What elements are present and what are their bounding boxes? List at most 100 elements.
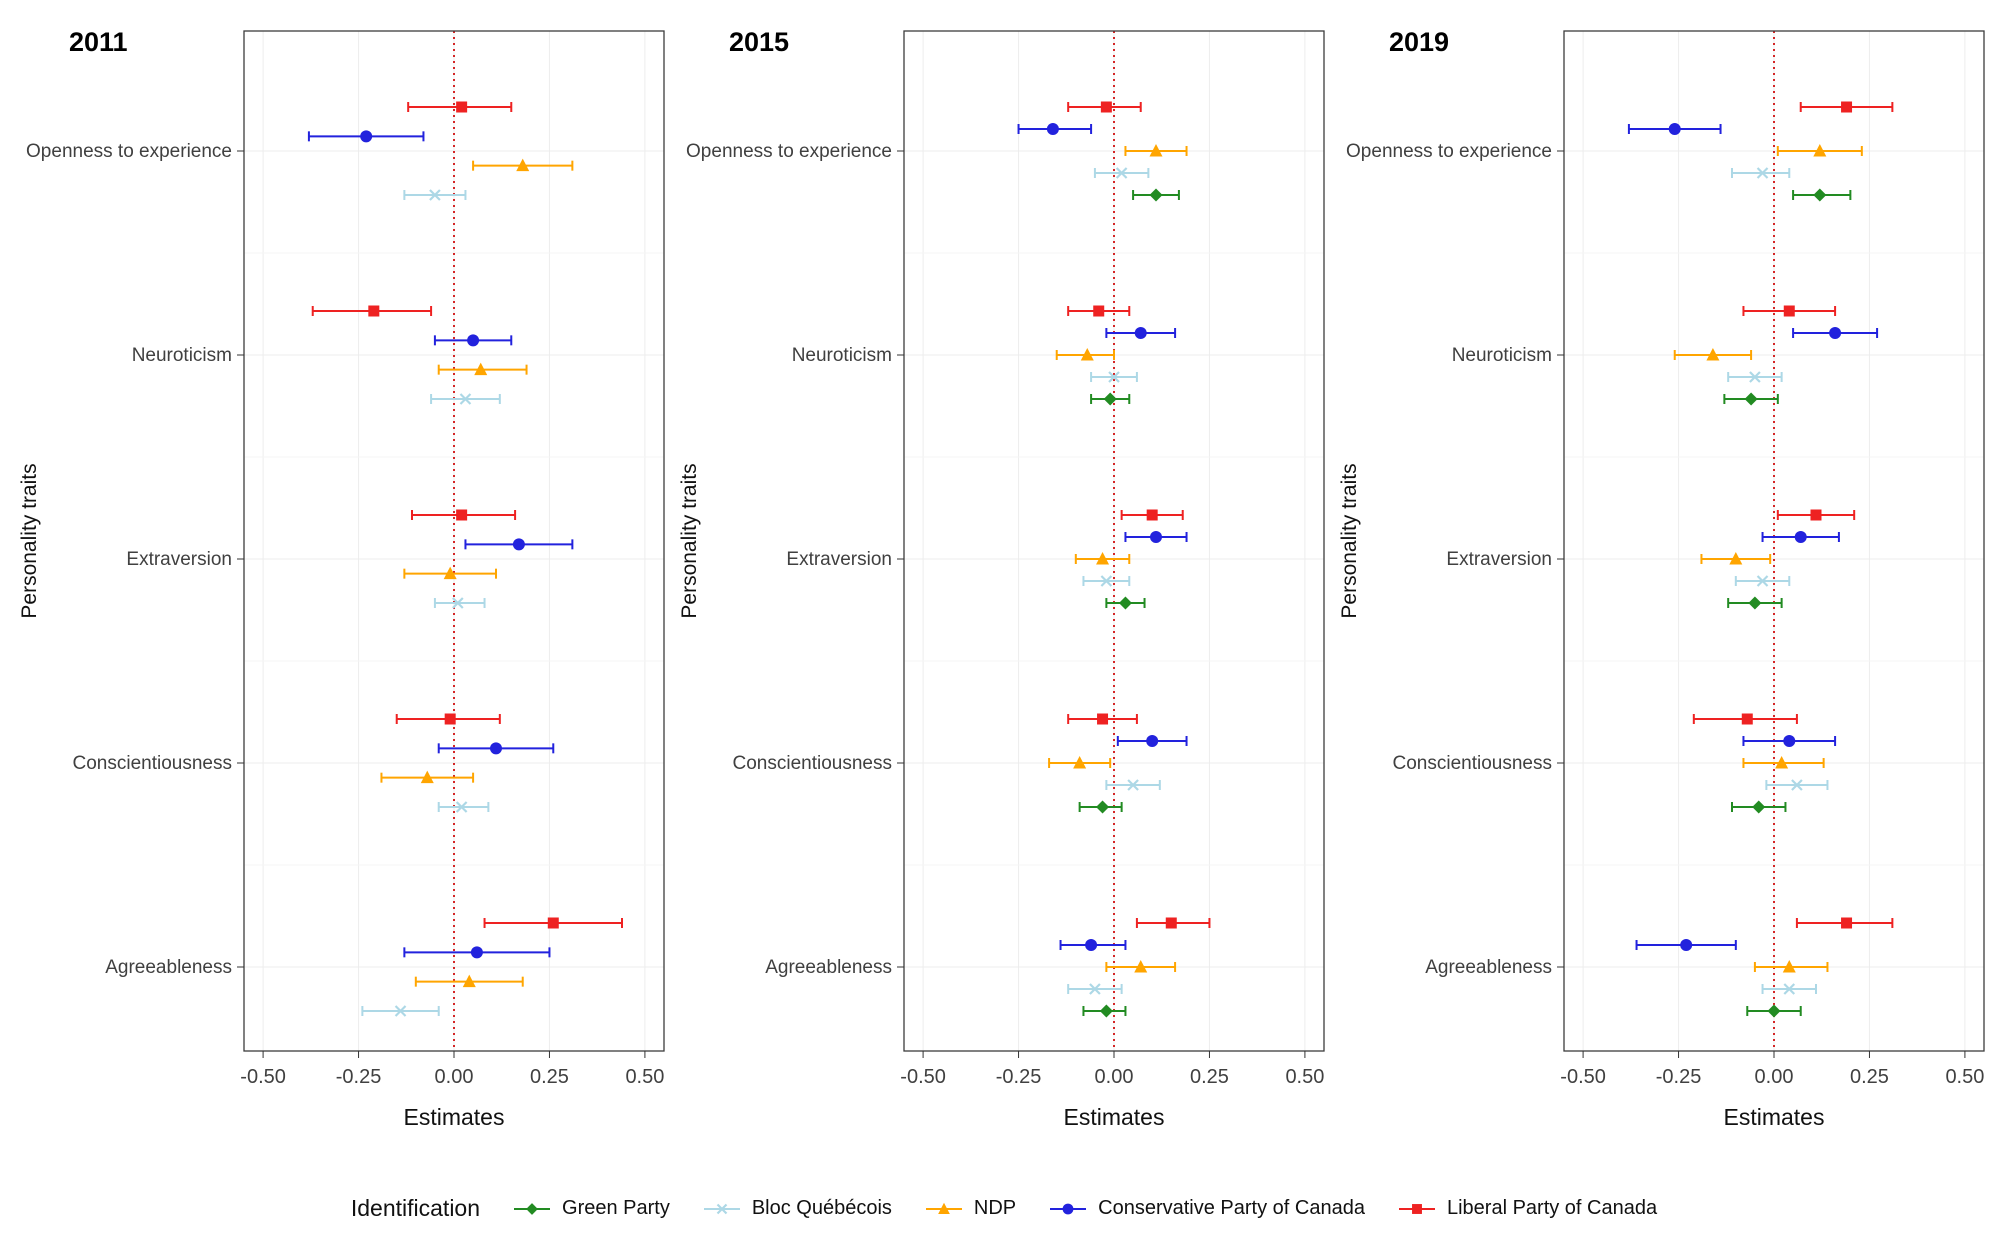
diamond-marker-icon bbox=[1103, 392, 1117, 406]
pointrange bbox=[403, 189, 467, 201]
y-tick-label: Conscientiousness bbox=[1393, 753, 1552, 774]
plot-2011: -0.50 -0.25 0.00 0.25 0.50 Openness to experi… bbox=[18, 27, 665, 1130]
legend-entry: NDP bbox=[922, 1197, 1016, 1220]
legend-entry-label: Bloc Québécois bbox=[751, 1197, 892, 1219]
legend-key-icon bbox=[1050, 1203, 1087, 1214]
pointrange bbox=[1067, 305, 1131, 317]
x-tick-label: -0.50 bbox=[240, 1066, 286, 1088]
pointrange bbox=[1105, 327, 1177, 339]
pointrange bbox=[403, 946, 551, 959]
triangle-marker-icon bbox=[1134, 960, 1148, 973]
square-marker-icon bbox=[1810, 509, 1822, 521]
legend-key-icon bbox=[925, 1202, 962, 1214]
y-tick-label: Conscientiousness bbox=[733, 753, 892, 774]
pointrange bbox=[437, 801, 490, 813]
diamond-marker-icon bbox=[1767, 1004, 1781, 1018]
legend-entry-label: Green Party bbox=[562, 1197, 670, 1219]
x-marker-icon bbox=[459, 393, 472, 405]
legend-key-icon bbox=[1398, 1203, 1435, 1214]
x-marker-icon bbox=[1108, 371, 1120, 383]
pointrange bbox=[414, 974, 524, 988]
pointrange bbox=[380, 770, 475, 784]
triangle-marker-icon bbox=[1149, 144, 1163, 157]
square-marker-icon bbox=[1165, 917, 1177, 929]
square-marker-icon bbox=[1097, 713, 1109, 725]
plot-2019: -0.50 -0.25 0.00 0.25 0.50 Openness to experi… bbox=[1338, 27, 1985, 1130]
x-marker-icon bbox=[1783, 983, 1796, 995]
x-tick-label: 0.00 bbox=[1095, 1066, 1134, 1088]
triangle-marker-icon bbox=[516, 158, 530, 172]
x-marker-icon bbox=[1089, 983, 1101, 995]
pointrange bbox=[1059, 939, 1127, 951]
square-marker-icon bbox=[368, 305, 380, 317]
x-marker-icon bbox=[1756, 575, 1769, 587]
pointrange bbox=[437, 362, 528, 376]
circle-marker-icon bbox=[1783, 735, 1796, 747]
x-tick-label: 0.25 bbox=[1850, 1066, 1889, 1088]
y-tick-label: Openness to experience bbox=[26, 141, 232, 162]
pointrange bbox=[1090, 371, 1138, 383]
x-tick-label: -0.25 bbox=[996, 1066, 1042, 1088]
legend-entry: Liberal Party of Canada bbox=[1395, 1197, 1657, 1220]
x-tick-label: 0.50 bbox=[1285, 1066, 1324, 1088]
pointrange bbox=[1742, 735, 1837, 747]
legend-entry-label: NDP bbox=[973, 1197, 1017, 1219]
legend-key-icon bbox=[703, 1203, 740, 1214]
legend-entries: Green Party Bloc Québécois NDP Conservative… bbox=[510, 1197, 1657, 1220]
circle-marker-icon bbox=[1134, 327, 1147, 339]
square-marker-icon bbox=[1841, 917, 1853, 929]
pointrange bbox=[1727, 371, 1783, 383]
pointrange bbox=[1627, 123, 1722, 135]
pointrange bbox=[1792, 188, 1852, 202]
triangle-marker-icon bbox=[1080, 348, 1094, 361]
y-tick-label: Conscientiousness bbox=[73, 753, 232, 774]
triangle-marker-icon bbox=[420, 770, 434, 784]
pointrange bbox=[483, 917, 623, 929]
y-tick-label: Neuroticism bbox=[132, 345, 232, 366]
x-tick-label: 0.25 bbox=[530, 1066, 569, 1088]
pointrange bbox=[395, 713, 501, 725]
pointrange bbox=[1048, 756, 1112, 769]
pointrange bbox=[1120, 509, 1184, 521]
x-tick-label: 0.50 bbox=[625, 1066, 664, 1088]
legend: Identification Green Party Bloc Québécois… bbox=[14, 1195, 1994, 1222]
legend-key-icon bbox=[514, 1202, 551, 1215]
diamond-marker-icon bbox=[1096, 800, 1110, 814]
square-marker-icon bbox=[1741, 713, 1753, 725]
legend-title: Identification bbox=[350, 1195, 481, 1221]
triangle-marker-icon bbox=[443, 566, 457, 580]
diamond-marker-icon bbox=[1118, 596, 1132, 610]
x-tick-label: 0.00 bbox=[435, 1066, 474, 1088]
pointrange bbox=[403, 566, 497, 580]
x-marker-icon bbox=[1115, 167, 1128, 179]
circle-marker-icon bbox=[1046, 123, 1059, 135]
pointrange bbox=[1090, 392, 1131, 406]
triangle-marker-icon bbox=[1782, 960, 1796, 973]
pointrange bbox=[1731, 800, 1787, 814]
y-tick-label: Neuroticism bbox=[792, 345, 892, 366]
triangle-marker-icon bbox=[1073, 756, 1087, 769]
panel-title: 2011 bbox=[69, 27, 128, 57]
y-axis-title: Personality traits bbox=[678, 463, 701, 618]
y-tick-label: Agreeableness bbox=[1425, 957, 1552, 978]
square-marker-icon bbox=[1841, 101, 1853, 113]
pointrange bbox=[307, 130, 425, 143]
diamond-marker-icon bbox=[1748, 596, 1762, 610]
circle-marker-icon bbox=[470, 946, 483, 959]
panel-title: 2015 bbox=[729, 27, 789, 57]
triangle-marker-icon bbox=[474, 362, 488, 376]
y-tick-label: Extraversion bbox=[126, 549, 232, 570]
circle-marker-icon bbox=[1146, 735, 1159, 747]
pointrange bbox=[1082, 1004, 1127, 1018]
diamond-marker-icon bbox=[1099, 1004, 1113, 1018]
legend-entry-label: Conservative Party of Canada bbox=[1098, 1197, 1365, 1219]
square-marker-icon bbox=[1783, 305, 1795, 317]
pointrange bbox=[1116, 735, 1188, 747]
pointrange bbox=[1124, 531, 1188, 543]
pointrange bbox=[1067, 101, 1142, 113]
square-marker-icon bbox=[456, 101, 468, 113]
circle-marker-icon bbox=[467, 334, 480, 347]
circle-marker-icon bbox=[360, 130, 373, 143]
pointrange bbox=[1776, 509, 1856, 521]
square-marker-icon bbox=[1093, 305, 1105, 317]
